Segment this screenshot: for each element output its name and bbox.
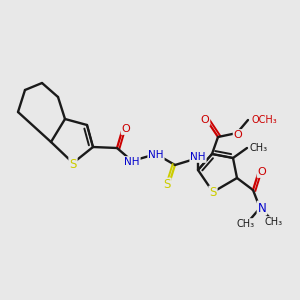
Text: O: O (234, 130, 242, 140)
Text: CH₃: CH₃ (250, 143, 268, 153)
Text: S: S (163, 178, 171, 191)
Text: O: O (258, 167, 266, 177)
Text: OCH₃: OCH₃ (251, 115, 277, 125)
Text: CH₃: CH₃ (237, 219, 255, 229)
Text: N: N (258, 202, 266, 214)
Text: O: O (122, 124, 130, 134)
Text: S: S (69, 158, 77, 170)
Text: NH: NH (148, 150, 164, 160)
Text: NH: NH (124, 157, 140, 167)
Text: O: O (201, 115, 209, 125)
Text: NH: NH (190, 152, 206, 162)
Text: S: S (209, 187, 217, 200)
Text: CH₃: CH₃ (265, 217, 283, 227)
